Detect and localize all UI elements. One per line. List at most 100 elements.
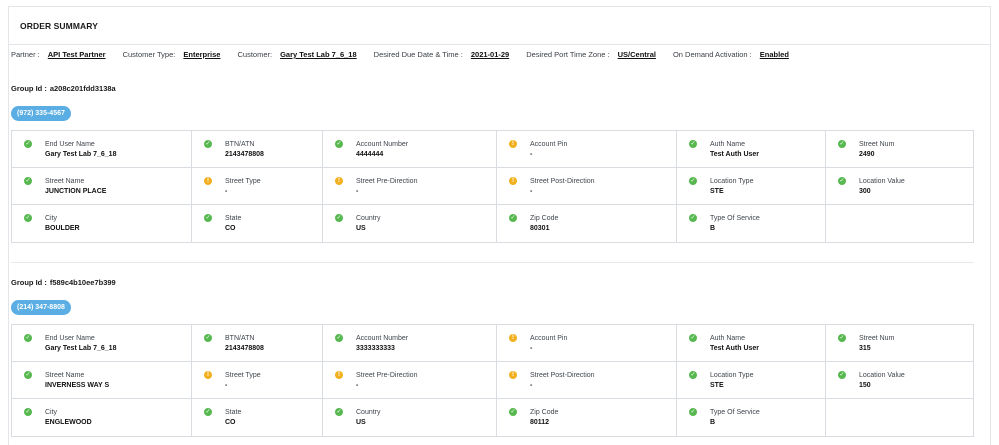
exclamation-circle-icon: ! xyxy=(509,140,517,148)
detail-cell: ! Street Post-Direction - xyxy=(497,362,677,399)
customer-link[interactable]: Gary Test Lab 7_6_18 xyxy=(280,50,357,59)
phone-number-badge[interactable]: (214) 347-8808 xyxy=(11,300,71,315)
check-circle-icon: ✓ xyxy=(838,140,846,148)
detail-cell xyxy=(826,399,973,436)
meta-label: Customer: xyxy=(237,50,273,59)
detail-cell: ✓ City ENGLEWOOD xyxy=(12,399,192,436)
field-label: Auth Name xyxy=(710,335,746,342)
time-zone-link[interactable]: US/Central xyxy=(617,50,656,59)
field-value: - xyxy=(356,382,359,389)
check-circle-icon: ✓ xyxy=(204,214,212,222)
meta-due-date: Desired Due Date & Time : 2021-01-29 xyxy=(374,50,510,59)
check-circle-icon: ✓ xyxy=(509,408,517,416)
detail-cell: ✓ Account Number 3333333333 xyxy=(323,325,497,362)
field-value: JUNCTION PLACE xyxy=(45,188,107,195)
check-circle-icon: ✓ xyxy=(204,140,212,148)
check-circle-icon: ✓ xyxy=(24,140,32,148)
detail-cell: ! Account Pin - xyxy=(497,131,677,168)
meta-customer-type: Customer Type: Enterprise xyxy=(123,50,221,59)
on-demand-link[interactable]: Enabled xyxy=(759,50,789,59)
field-label: City xyxy=(45,215,58,222)
field-label: State xyxy=(225,215,242,222)
check-circle-icon: ✓ xyxy=(204,408,212,416)
field-label: Street Pre-Direction xyxy=(356,372,418,379)
check-circle-icon: ✓ xyxy=(838,177,846,185)
field-value: B xyxy=(710,225,716,232)
check-circle-icon: ✓ xyxy=(689,140,697,148)
field-value: 80301 xyxy=(530,225,550,232)
field-value: 3333333333 xyxy=(356,345,395,352)
field-label: Type Of Service xyxy=(710,215,760,222)
group-divider xyxy=(11,262,974,263)
order-meta-row: Partner : API Test Partner Customer Type… xyxy=(11,50,806,59)
group-section: Group Id : a208c201fdd3138a (972) 335-456… xyxy=(11,84,974,243)
detail-cell: ✓ Type Of Service B xyxy=(677,399,826,436)
detail-cell: ✓ Country US xyxy=(323,399,497,436)
detail-cell: ✓ Location Value 150 xyxy=(826,362,973,399)
field-value: 2490 xyxy=(859,151,875,158)
field-value: STE xyxy=(710,382,724,389)
check-circle-icon: ✓ xyxy=(24,214,32,222)
field-value: CO xyxy=(225,419,236,426)
check-circle-icon: ✓ xyxy=(24,334,32,342)
field-label: Zip Code xyxy=(530,409,559,416)
detail-cell: ! Account Pin - xyxy=(497,325,677,362)
customer-type-link[interactable]: Enterprise xyxy=(183,50,221,59)
detail-cell: ✓ Street Name JUNCTION PLACE xyxy=(12,168,192,205)
field-value: US xyxy=(356,419,366,426)
field-value: 2143478808 xyxy=(225,151,264,158)
due-date-link[interactable]: 2021-01-29 xyxy=(470,50,510,59)
field-label: Type Of Service xyxy=(710,409,760,416)
field-value: INVERNESS WAY S xyxy=(45,382,110,389)
field-label: Account Pin xyxy=(530,335,568,342)
field-label: Location Value xyxy=(859,178,905,185)
field-label: Location Value xyxy=(859,372,905,379)
detail-cell: ✓ Country US xyxy=(323,205,497,242)
detail-cell: ✓ Street Num 315 xyxy=(826,325,973,362)
exclamation-circle-icon: ! xyxy=(204,177,212,185)
detail-cell: ✓ Location Type STE xyxy=(677,362,826,399)
detail-cell: ✓ Type Of Service B xyxy=(677,205,826,242)
meta-customer: Customer: Gary Test Lab 7_6_18 xyxy=(237,50,356,59)
meta-label: Partner : xyxy=(11,50,40,59)
field-value: 150 xyxy=(859,382,871,389)
field-label: Account Pin xyxy=(530,141,568,148)
detail-cell: ✓ Location Type STE xyxy=(677,168,826,205)
field-value: Test Auth User xyxy=(710,345,760,352)
field-label: Street Name xyxy=(45,178,85,185)
field-label: Auth Name xyxy=(710,141,746,148)
detail-cell: ! Street Type - xyxy=(192,362,323,399)
detail-cell: ✓ State CO xyxy=(192,399,323,436)
phone-number-badge[interactable]: (972) 335-4567 xyxy=(11,106,71,121)
detail-cell: ✓ Auth Name Test Auth User xyxy=(677,131,826,168)
check-circle-icon: ✓ xyxy=(689,408,697,416)
field-label: Location Type xyxy=(710,372,754,379)
field-value: B xyxy=(710,419,716,426)
exclamation-circle-icon: ! xyxy=(335,177,343,185)
detail-grid: ✓ End User Name Gary Test Lab 7_6_18 ✓ BTN/A… xyxy=(11,130,974,243)
detail-cell: ✓ BTN/ATN 2143478808 xyxy=(192,325,323,362)
check-circle-icon: ✓ xyxy=(509,214,517,222)
meta-label: On Demand Activation : xyxy=(672,50,752,59)
check-circle-icon: ✓ xyxy=(689,214,697,222)
check-circle-icon: ✓ xyxy=(335,214,343,222)
detail-cell: ✓ Zip Code 80112 xyxy=(497,399,677,436)
field-label: Street Name xyxy=(45,372,85,379)
detail-cell: ✓ End User Name Gary Test Lab 7_6_18 xyxy=(12,325,192,362)
exclamation-circle-icon: ! xyxy=(335,371,343,379)
check-circle-icon: ✓ xyxy=(24,371,32,379)
partner-link[interactable]: API Test Partner xyxy=(47,50,106,59)
field-label: End User Name xyxy=(45,141,95,148)
field-value: 300 xyxy=(859,188,871,195)
check-circle-icon: ✓ xyxy=(689,334,697,342)
meta-partner: Partner : API Test Partner xyxy=(11,50,106,59)
check-circle-icon: ✓ xyxy=(838,334,846,342)
order-summary-panel: ORDER SUMMARY xyxy=(8,6,991,445)
field-value: - xyxy=(225,188,228,195)
field-value: 80112 xyxy=(530,419,550,426)
detail-cell: ✓ Street Num 2490 xyxy=(826,131,973,168)
field-label: Street Num xyxy=(859,141,895,148)
exclamation-circle-icon: ! xyxy=(509,177,517,185)
check-circle-icon: ✓ xyxy=(689,371,697,379)
field-value: - xyxy=(530,345,533,352)
